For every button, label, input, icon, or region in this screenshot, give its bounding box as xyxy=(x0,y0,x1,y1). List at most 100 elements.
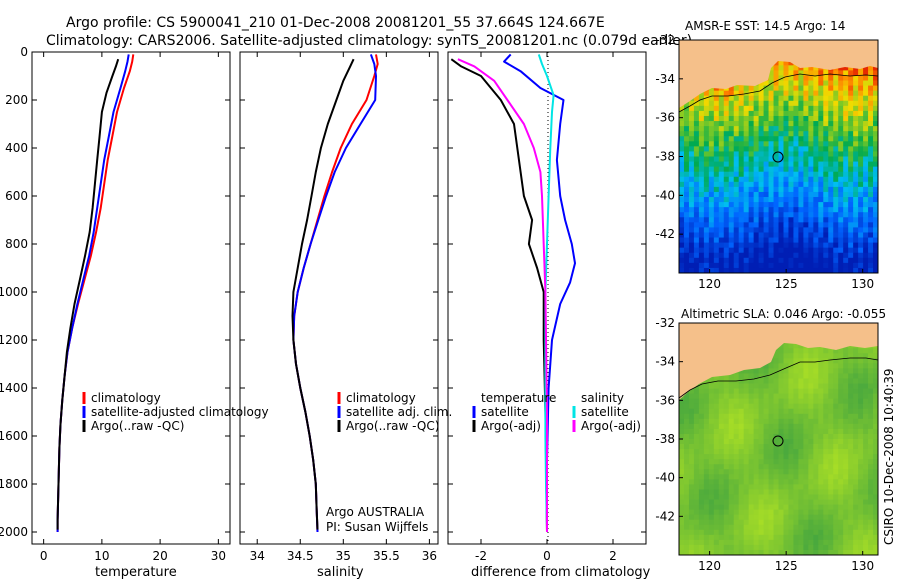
heatmap-cell xyxy=(833,423,839,430)
heatmap-cell xyxy=(723,146,730,152)
heatmap-cell xyxy=(703,383,710,389)
heatmap-cell xyxy=(818,202,824,208)
heatmap-cell xyxy=(718,464,725,470)
heatmap-cell xyxy=(743,469,750,475)
heatmap-cell xyxy=(733,151,740,157)
heatmap-cell xyxy=(813,469,819,475)
heatmap-cell xyxy=(798,439,804,445)
heatmap-cell xyxy=(803,383,809,389)
heatmap-cell xyxy=(808,454,814,460)
heatmap-cell xyxy=(848,539,854,546)
heatmap-cell xyxy=(703,549,710,556)
heatmap-cell xyxy=(868,549,874,556)
heatmap-cell xyxy=(773,408,779,415)
heatmap-cell xyxy=(868,494,874,500)
heatmap-cell xyxy=(848,514,854,521)
heatmap-cell xyxy=(863,348,869,354)
heatmap-cell xyxy=(693,413,700,420)
heatmap-cell xyxy=(808,252,814,259)
heatmap-cell xyxy=(758,146,764,152)
heatmap-cell xyxy=(679,171,685,178)
heatmap-cell xyxy=(868,232,874,238)
heatmap-cell xyxy=(858,247,864,254)
heatmap-cell xyxy=(693,524,700,531)
heatmap-cell xyxy=(758,544,764,551)
heatmap-cell xyxy=(748,237,755,244)
heatmap-cell xyxy=(753,428,760,435)
heatmap-cell xyxy=(703,398,710,405)
heatmap-cell xyxy=(838,146,844,152)
heatmap-cell xyxy=(853,156,859,162)
heatmap-cell xyxy=(808,464,814,470)
heatmap-cell xyxy=(818,80,824,86)
heatmap-cell xyxy=(748,232,755,238)
heatmap-cell xyxy=(858,262,864,269)
heatmap-cell xyxy=(803,105,809,112)
heatmap-cell xyxy=(848,418,854,425)
heatmap-cell xyxy=(758,494,764,500)
heatmap-cell xyxy=(788,343,794,349)
heatmap-cell xyxy=(733,171,740,178)
heatmap-cell xyxy=(813,232,819,238)
heatmap-cell xyxy=(838,115,844,122)
heatmap-cell xyxy=(828,161,834,168)
heatmap-cell xyxy=(683,539,690,546)
heatmap-cell xyxy=(683,176,690,183)
heatmap-cell xyxy=(858,529,864,536)
map-y-tick-label: -34 xyxy=(655,355,675,369)
heatmap-cell xyxy=(868,519,874,526)
heatmap-cell xyxy=(728,469,735,475)
heatmap-cell xyxy=(763,489,769,495)
heatmap-cell xyxy=(768,186,774,193)
heatmap-cell xyxy=(808,202,814,208)
heatmap-cell xyxy=(693,191,700,198)
heatmap-cell xyxy=(743,105,750,112)
heatmap-cell xyxy=(803,413,809,420)
heatmap-cell xyxy=(698,524,705,531)
heatmap-cell xyxy=(693,444,700,450)
heatmap-cell xyxy=(808,393,814,400)
heatmap-cell xyxy=(743,479,750,485)
heatmap-cell xyxy=(778,534,784,541)
heatmap-cell xyxy=(858,252,864,259)
heatmap-cell xyxy=(768,383,774,389)
heatmap-cell xyxy=(838,499,844,505)
heatmap-cell xyxy=(788,484,794,490)
heatmap-cell xyxy=(708,100,715,107)
heatmap-cell xyxy=(823,105,829,112)
heatmap-cell xyxy=(858,418,864,425)
sst-map-title: AMSR-E SST: 14.5 Argo: 14 xyxy=(685,19,845,33)
heatmap-cell xyxy=(768,368,774,374)
heatmap-cell xyxy=(783,444,789,450)
heatmap-cell xyxy=(728,232,735,238)
heatmap-cell xyxy=(853,146,859,152)
heatmap-cell xyxy=(858,75,864,81)
heatmap-cell xyxy=(748,257,755,264)
heatmap-cell xyxy=(778,504,784,511)
heatmap-cell xyxy=(838,95,844,102)
difference-xlabel: difference from climatology xyxy=(471,565,651,580)
heatmap-cell xyxy=(848,378,854,384)
heatmap-cell xyxy=(693,197,700,203)
heatmap-cell xyxy=(728,95,735,102)
heatmap-cell xyxy=(778,514,784,521)
heatmap-cell xyxy=(738,126,745,132)
heatmap-cell xyxy=(793,207,799,213)
heatmap-cell xyxy=(818,222,824,228)
heatmap-cell xyxy=(853,202,859,208)
heatmap-cell xyxy=(843,80,849,86)
heatmap-cell xyxy=(683,115,690,122)
heatmap-cell xyxy=(808,519,814,526)
heatmap-cell xyxy=(688,156,695,162)
heatmap-cell xyxy=(738,212,745,218)
heatmap-cell xyxy=(688,398,695,405)
heatmap-cell xyxy=(798,353,804,359)
heatmap-cell xyxy=(763,262,769,269)
heatmap-cell xyxy=(838,529,844,536)
heatmap-cell xyxy=(843,444,849,450)
heatmap-cell xyxy=(798,126,804,132)
heatmap-cell xyxy=(863,252,869,259)
heatmap-cell xyxy=(679,449,685,455)
heatmap-cell xyxy=(853,161,859,168)
heatmap-cell xyxy=(743,85,750,92)
